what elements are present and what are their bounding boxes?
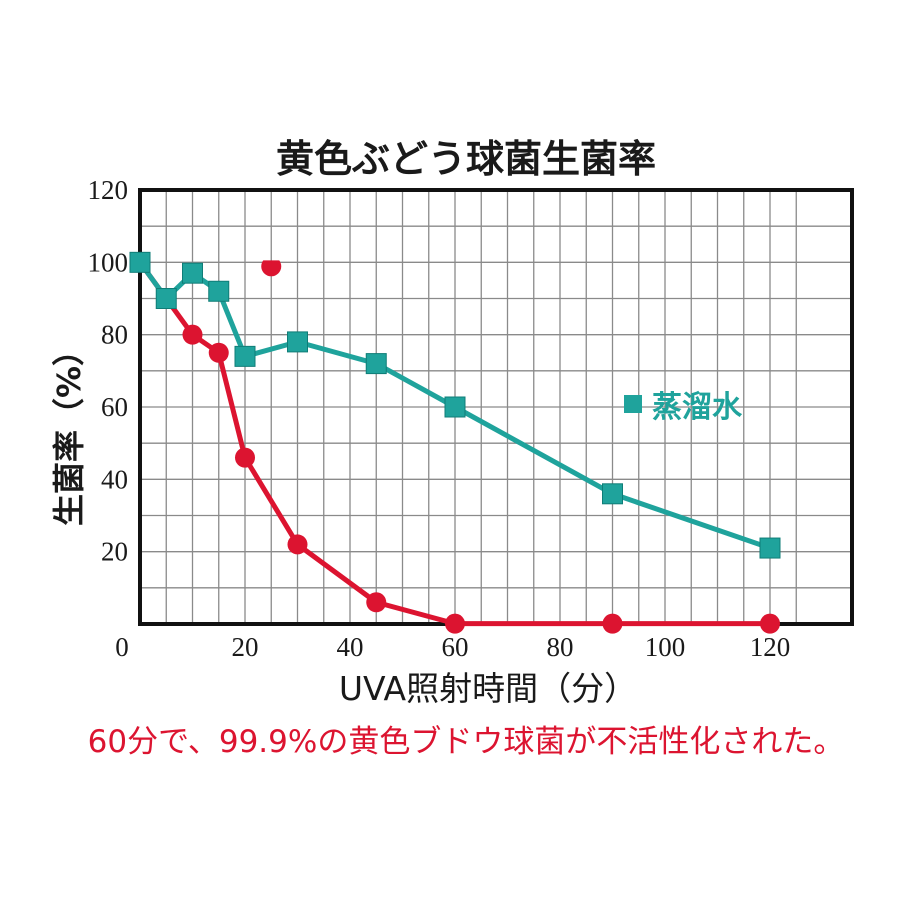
y-axis-ticks: 20 40 60 80 100 120 (88, 175, 129, 567)
y-axis-label: 生菌率（%） (50, 334, 88, 526)
data-point-distilled-water (365, 353, 387, 375)
data-point-treated (235, 447, 255, 468)
data-point-distilled-water (208, 280, 230, 302)
x-tick-label: 40 (337, 632, 364, 662)
y-tick-label: 120 (88, 175, 129, 205)
series-line-treated (137, 260, 770, 627)
data-point-distilled-water (155, 288, 177, 309)
x-tick-label: 20 (232, 632, 259, 662)
data-point-treated (366, 592, 387, 613)
legend: 蒸溜水 (624, 390, 743, 425)
y-tick-label: 100 (88, 247, 129, 277)
data-point-treated (182, 324, 203, 345)
x-axis-ticks: 0 20 40 60 80 100 120 (115, 632, 790, 662)
y-tick-label: 40 (101, 464, 128, 494)
data-point-distilled-water (234, 345, 256, 367)
x-tick-label: 120 (750, 632, 791, 662)
y-tick-label: 20 (101, 537, 128, 567)
chart-title: 黄色ぶどう球菌生菌率 (276, 137, 656, 181)
floating-marker (261, 260, 282, 277)
series-layer (129, 251, 781, 634)
x-tick-label: 100 (645, 632, 686, 662)
x-tick-label: 80 (547, 632, 574, 662)
x-tick-label: 0 (115, 632, 129, 662)
data-point-distilled-water (182, 262, 203, 284)
data-point-distilled-water (287, 331, 308, 353)
legend-swatch-distilled-water (624, 395, 642, 413)
data-point-treated (287, 534, 308, 555)
data-point-distilled-water (759, 537, 781, 559)
caption: 60分で、99.9%の黄色ブドウ球菌が不活性化された。 (88, 724, 845, 760)
grid-lines (140, 190, 852, 624)
x-tick-label: 60 (442, 632, 469, 662)
data-point-distilled-water (444, 396, 466, 418)
legend-label-distilled-water: 蒸溜水 (652, 390, 743, 425)
data-point-treated (208, 342, 229, 363)
data-point-distilled-water (602, 483, 623, 505)
data-point-treated (602, 613, 623, 634)
x-axis-label: UVA照射時間（分） (339, 669, 637, 708)
y-tick-label: 80 (101, 320, 128, 350)
y-tick-label: 60 (101, 392, 128, 422)
data-point-distilled-water (129, 251, 151, 273)
data-point-treated (760, 613, 780, 634)
series-line-distilled-water (137, 260, 771, 551)
data-point-treated (445, 613, 465, 634)
